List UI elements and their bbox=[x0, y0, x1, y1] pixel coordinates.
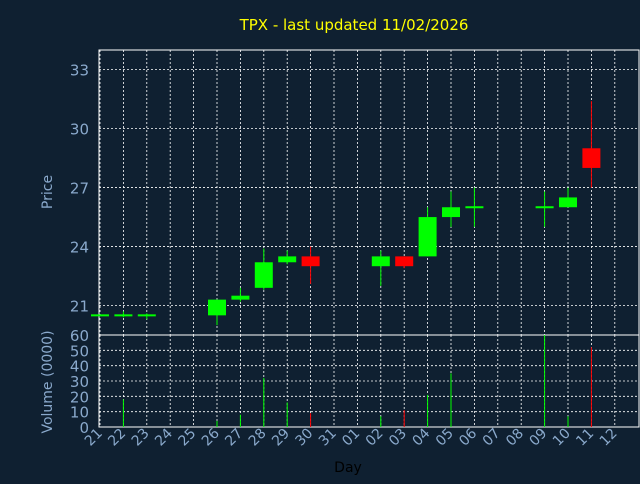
x-tick-label: 22 bbox=[105, 426, 129, 450]
x-tick-label: 07 bbox=[480, 426, 504, 450]
volume-y-tick-label: 30 bbox=[70, 373, 89, 391]
candle-body bbox=[231, 295, 250, 300]
price-y-tick-label: 24 bbox=[70, 239, 89, 257]
candle-body bbox=[137, 314, 156, 317]
x-tick-label: 08 bbox=[503, 426, 527, 450]
candle-body bbox=[418, 217, 437, 257]
volume-y-tick-label: 40 bbox=[70, 358, 89, 376]
price-axis-label: Price bbox=[40, 175, 56, 209]
candle-body bbox=[301, 256, 320, 267]
candle-body bbox=[582, 148, 601, 168]
volume-y-tick-label: 50 bbox=[70, 342, 89, 360]
x-tick-label: 05 bbox=[433, 426, 457, 450]
x-tick-label: 26 bbox=[199, 425, 223, 449]
x-tick-label: 04 bbox=[410, 425, 434, 449]
price-y-tick-label: 30 bbox=[70, 121, 89, 139]
candle-body bbox=[465, 206, 484, 209]
price-y-tick-label: 27 bbox=[70, 180, 89, 198]
price-y-tick-label: 21 bbox=[70, 298, 89, 316]
x-tick-label: 01 bbox=[339, 426, 363, 450]
volume-axis-label: Volume (0000) bbox=[40, 330, 56, 433]
x-tick-label: 03 bbox=[386, 426, 410, 450]
x-tick-label: 24 bbox=[152, 425, 176, 449]
candle-body bbox=[535, 206, 554, 209]
candle-body bbox=[208, 299, 226, 316]
volume-y-tick-label: 20 bbox=[70, 388, 89, 406]
candle-body bbox=[395, 256, 414, 267]
x-tick-label: 09 bbox=[527, 426, 551, 450]
x-tick-label: 23 bbox=[129, 426, 153, 450]
volume-y-tick-label: 60 bbox=[70, 327, 89, 345]
x-tick-label: 12 bbox=[597, 426, 621, 450]
x-tick-label: 11 bbox=[573, 426, 597, 450]
price-plot-frame bbox=[98, 49, 640, 336]
candle-body bbox=[254, 262, 273, 288]
x-tick-label: 02 bbox=[363, 426, 387, 450]
price-panel: 21 24 27 30 33 bbox=[70, 49, 640, 336]
candle-body bbox=[91, 314, 109, 317]
volume-y-tick-label: 10 bbox=[70, 404, 89, 422]
candle-body bbox=[278, 256, 297, 263]
price-y-tick-label: 33 bbox=[70, 62, 89, 80]
x-tick-label: 30 bbox=[293, 426, 317, 450]
x-tick-label: 10 bbox=[550, 426, 574, 450]
x-tick-label: 29 bbox=[269, 426, 293, 450]
candle-body bbox=[559, 197, 577, 208]
volume-y-tick-label: 0 bbox=[79, 419, 89, 437]
x-tick-label: 25 bbox=[176, 426, 200, 450]
candle-body bbox=[442, 207, 460, 218]
x-tick-label: 28 bbox=[246, 426, 270, 450]
candle-body bbox=[114, 314, 133, 317]
x-tick-label: 27 bbox=[222, 426, 246, 450]
x-tick-label: 06 bbox=[456, 425, 480, 449]
x-tick-label: 31 bbox=[316, 426, 340, 450]
x-axis-label: Day bbox=[334, 460, 362, 476]
candle-body bbox=[371, 256, 390, 267]
chart-title: TPX - last updated 11/02/2026 bbox=[239, 16, 469, 34]
